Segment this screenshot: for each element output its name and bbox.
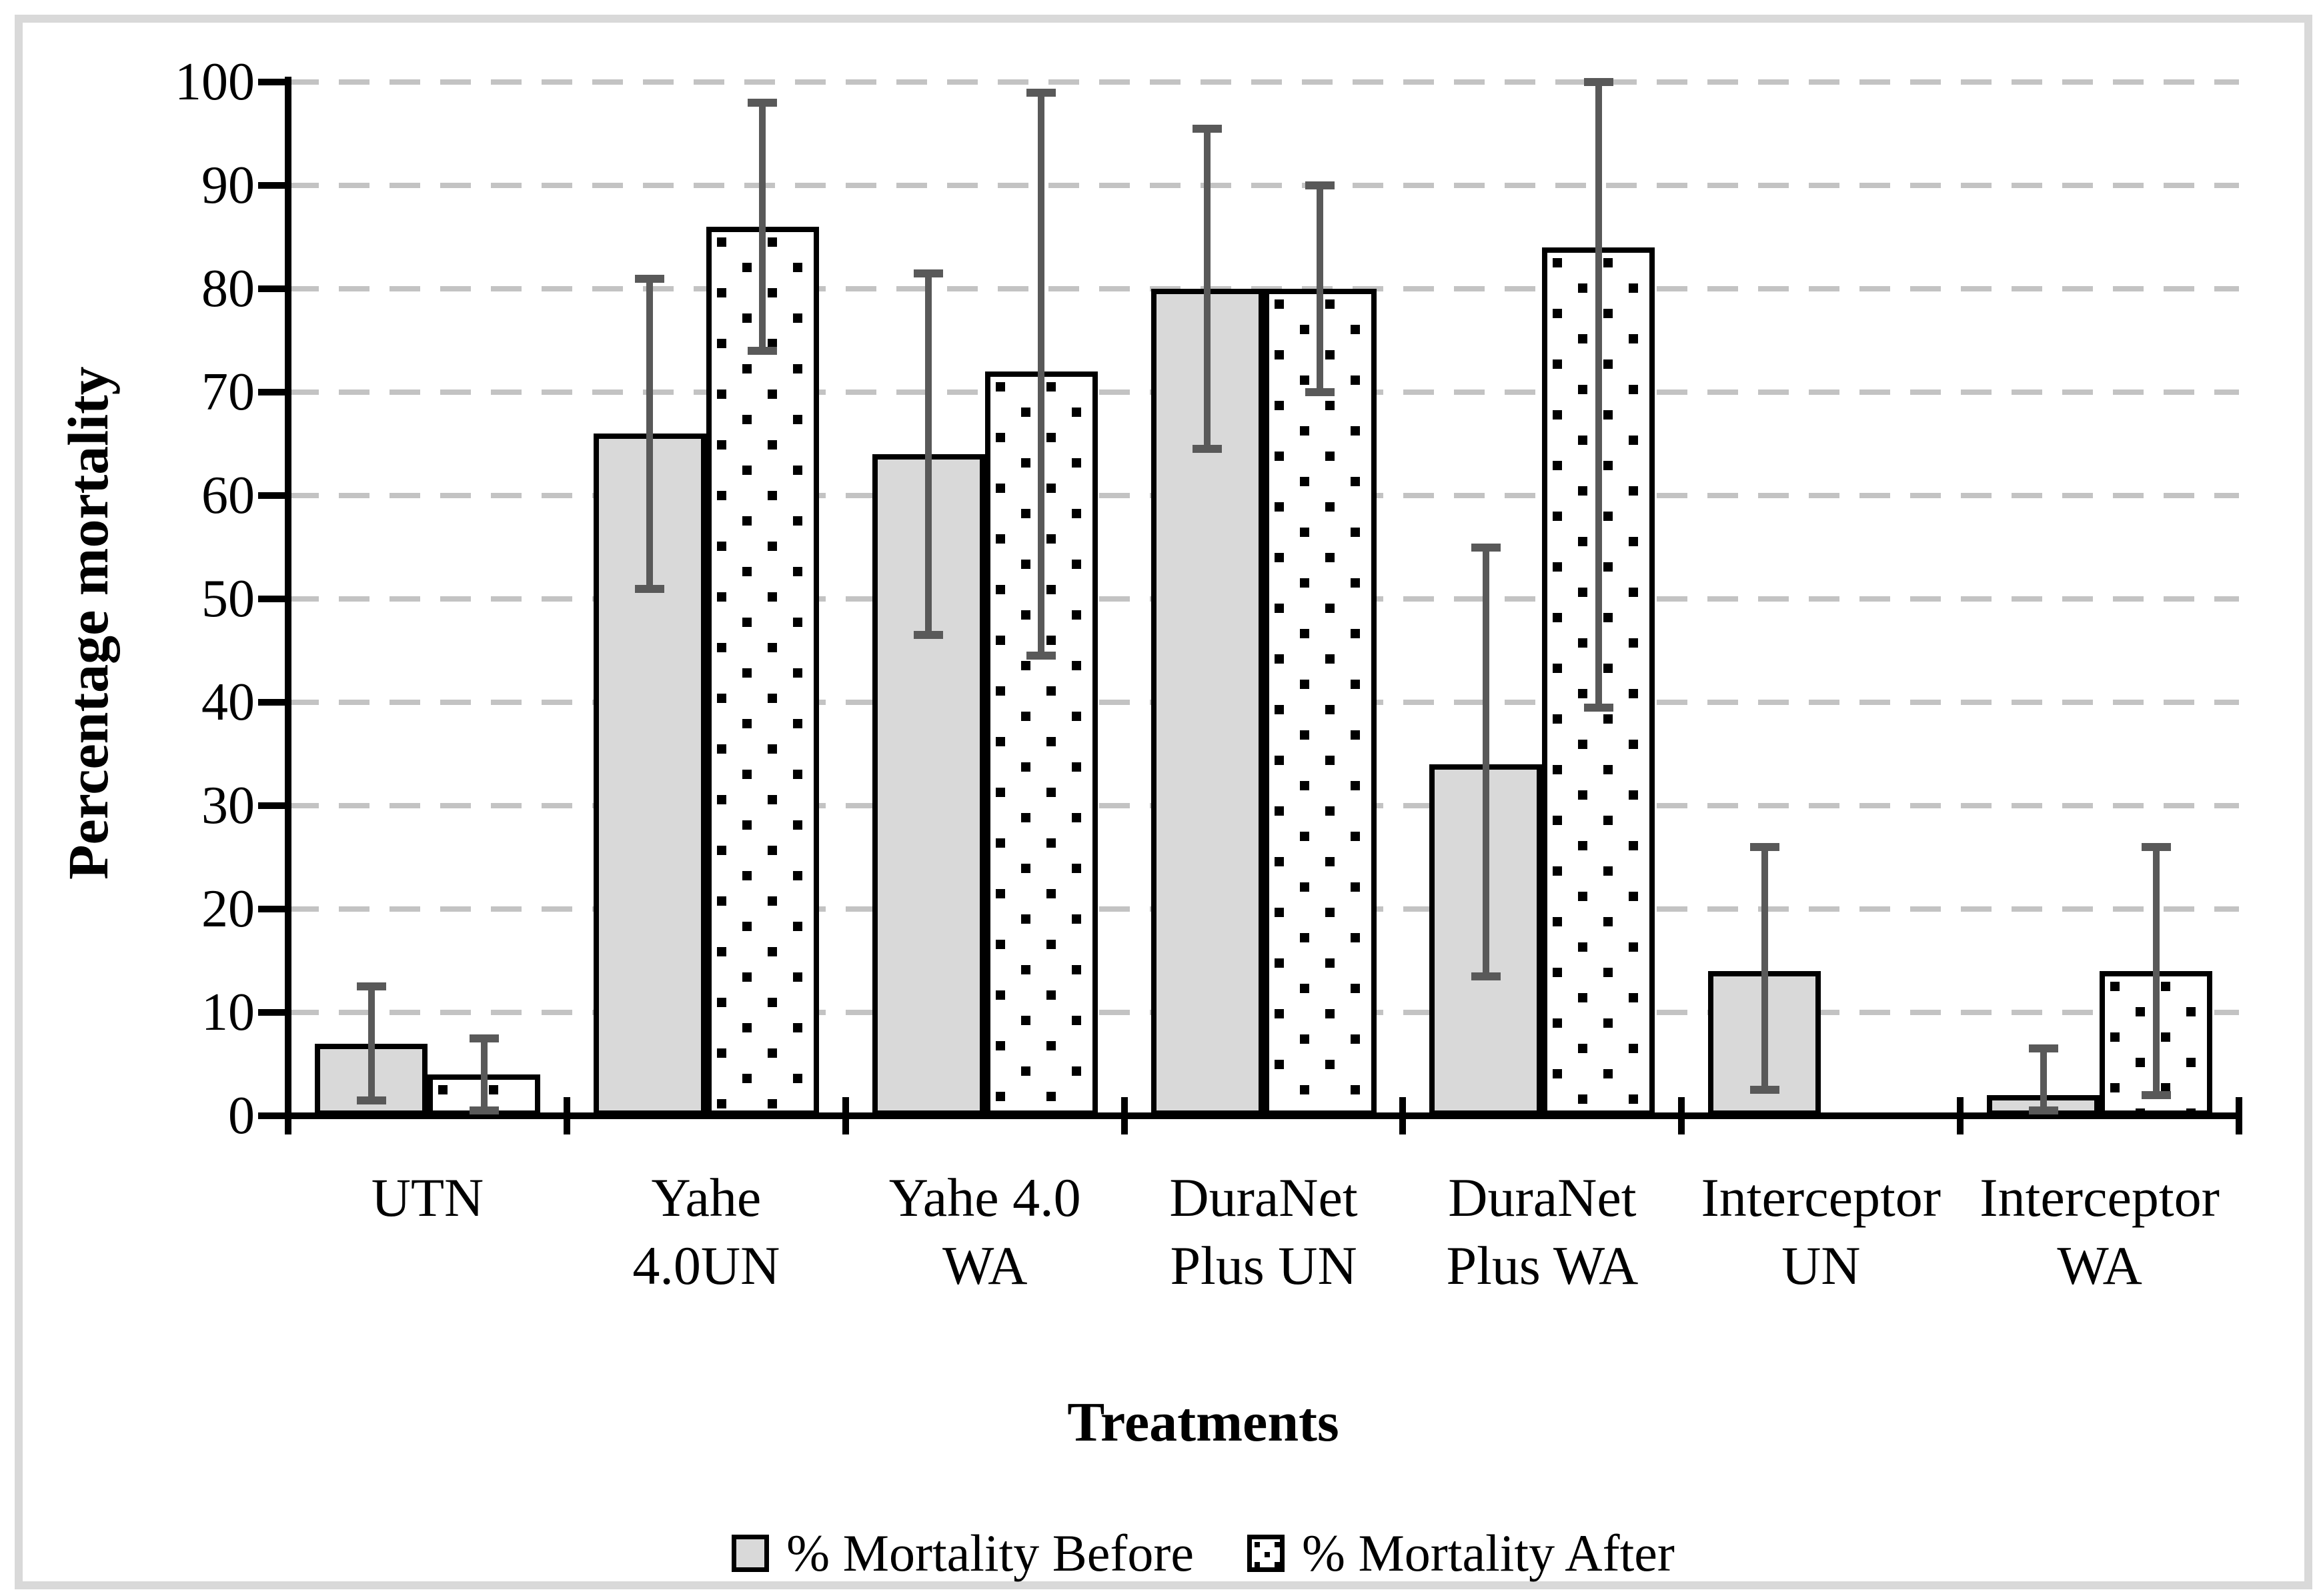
x-axis-tick-5 [1678,1097,1685,1134]
y-tick-label-50: 50 [201,570,255,628]
error-bar-line [1317,185,1324,392]
x-axis-line [285,1112,2242,1119]
gridline-100 [288,79,2239,85]
error-bar-cap-bottom [1193,445,1223,454]
error-bar-line [2152,847,2160,1095]
y-tick-label-30: 30 [201,776,255,835]
y-axis-tick-40 [258,699,288,706]
y-axis-tick-20 [258,906,288,912]
error-bar-cap-bottom [469,1106,499,1115]
y-axis-tick-100 [258,79,288,85]
error-bar-line [1204,128,1211,450]
y-tick-label-80: 80 [201,259,255,318]
legend: % Mortality Before % Mortality After [89,1517,2317,1590]
error-bar-line [1595,82,1602,708]
error-bar-cap-bottom [914,631,944,640]
error-bar-line [646,278,654,589]
category-label-4: DuraNet Plus WA [1446,1167,1639,1296]
y-tick-label-70: 70 [201,363,255,422]
error-bar-cap-bottom [1026,652,1056,660]
error-bar-cap-top [2141,843,2171,851]
y-tick-label-90: 90 [201,156,255,215]
legend-swatch-after-icon [1247,1535,1285,1572]
y-axis-tick-80 [258,285,288,292]
error-bar-cap-bottom [635,584,665,593]
y-tick-label-100: 100 [175,53,255,111]
error-bar-cap-bottom [1471,972,1501,980]
error-bar-line [1038,92,1045,656]
error-bar-cap-top [635,274,665,283]
error-bar-line [925,273,932,636]
x-axis-tick-0 [285,1097,291,1134]
error-bar-cap-top [914,269,944,277]
error-bar-line [480,1038,488,1111]
error-bar-line [1482,547,1489,976]
x-axis-title: Treatments [1067,1391,1339,1453]
error-bar-line [1761,847,1768,1090]
category-label-5: Interceptor UN [1701,1167,1942,1296]
error-bar-cap-bottom [1749,1086,1779,1094]
x-axis-tick-3 [1120,1097,1128,1134]
error-bar-line [759,103,766,351]
y-axis-tick-50 [258,596,288,602]
legend-item-before: % Mortality Before [732,1523,1194,1583]
x-axis-tick-1 [563,1097,570,1134]
error-bar-cap-top [1193,124,1223,133]
error-bar-cap-top [1749,843,1779,851]
error-bar-line [367,986,375,1100]
x-axis-tick-7 [2236,1097,2242,1134]
category-label-0: UTN [371,1167,484,1228]
error-bar-cap-top [2028,1044,2058,1053]
error-bar-cap-top [748,99,778,107]
category-label-2: Yahe 4.0 WA [888,1167,1081,1296]
y-axis-tick-70 [258,389,288,395]
y-tick-label-20: 20 [201,880,255,938]
bar-after-1 [706,227,819,1116]
y-tick-label-60: 60 [201,466,255,525]
error-bar-cap-bottom [356,1096,386,1104]
error-bar-cap-bottom [2141,1091,2171,1099]
y-tick-label-10: 10 [201,983,255,1042]
y-axis-tick-10 [258,1009,288,1016]
x-axis-tick-4 [1399,1097,1407,1134]
y-tick-label-0: 0 [228,1086,255,1145]
legend-label-before: % Mortality Before [786,1524,1194,1582]
category-label-3: DuraNet Plus UN [1169,1167,1358,1296]
category-label-1: Yahe 4.0UN [632,1167,780,1296]
error-bar-cap-bottom [2028,1106,2058,1115]
y-axis-tick-90 [258,182,288,189]
chart-figure: Percentage mortality 0 10 20 30 40 50 60 70 80 90… [15,15,2312,1589]
y-axis-tick-30 [258,802,288,809]
error-bar-cap-top [356,982,386,991]
gridline-90 [288,183,2239,188]
legend-swatch-before-icon [732,1535,770,1572]
error-bar-cap-bottom [748,347,778,355]
x-axis-tick-2 [842,1097,849,1134]
bar-after-3 [1263,289,1377,1116]
error-bar-cap-bottom [1305,388,1335,396]
y-axis-tick-0 [258,1112,288,1119]
dot-pattern-fill [1269,294,1371,1110]
legend-label-after: % Mortality After [1301,1524,1675,1582]
error-bar-cap-top [1471,543,1501,552]
error-bar-cap-bottom [1583,703,1613,712]
dot-pattern-fill [711,232,814,1110]
error-bar-cap-top [469,1034,499,1042]
y-axis-tick-60 [258,492,288,499]
error-bar-cap-top [1026,88,1056,97]
y-tick-label-40: 40 [201,673,255,732]
legend-item-after: % Mortality After [1247,1523,1675,1583]
category-label-6: Interceptor WA [1980,1167,2220,1296]
error-bar-cap-top [1305,181,1335,189]
error-bar-line [2040,1048,2047,1111]
x-axis-tick-6 [1957,1097,1964,1134]
error-bar-cap-top [1583,78,1613,86]
y-axis-line [285,77,291,1134]
